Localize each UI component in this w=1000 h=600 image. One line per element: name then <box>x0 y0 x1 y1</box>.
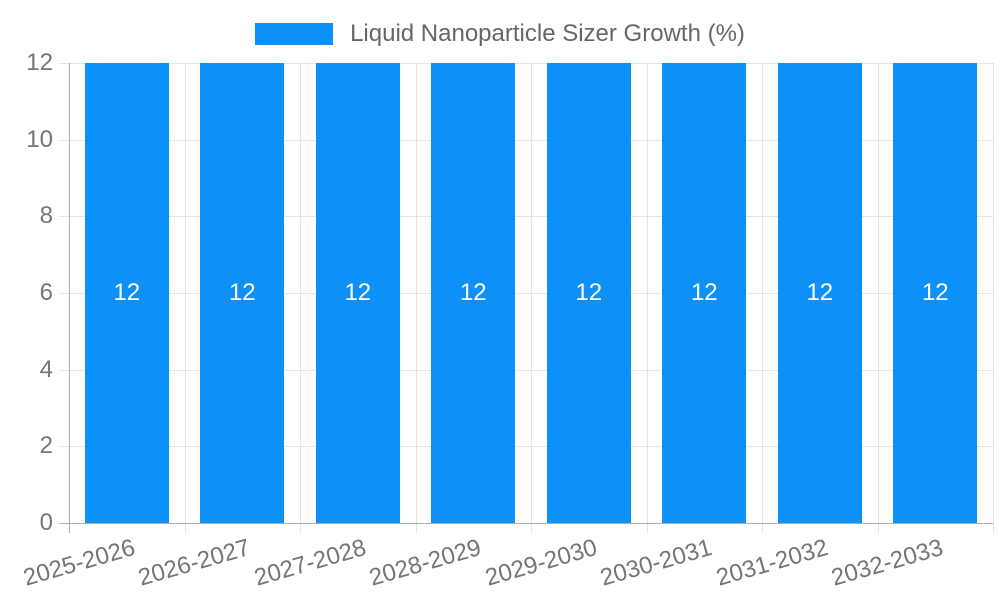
gridline-horizontal <box>59 216 993 217</box>
gridline-horizontal <box>59 63 993 64</box>
bar-value-label: 12 <box>690 279 718 306</box>
gridline-vertical <box>300 63 301 533</box>
bar-value-label: 12 <box>344 279 372 306</box>
gridline-horizontal <box>59 293 993 294</box>
gridline-vertical <box>878 63 879 533</box>
bar-value-label: 12 <box>921 279 949 306</box>
bar[interactable] <box>315 63 400 523</box>
bar-value-label: 12 <box>113 279 141 306</box>
gridline-vertical <box>647 63 648 533</box>
bar-value-label: 12 <box>228 279 256 306</box>
gridline-horizontal <box>59 370 993 371</box>
bar-value-label: 12 <box>459 279 487 306</box>
bar[interactable] <box>662 63 747 523</box>
legend-swatch <box>255 23 334 45</box>
y-tick-label: 10 <box>26 126 53 153</box>
bar-value-label: 12 <box>806 279 834 306</box>
gridline-vertical <box>185 63 186 533</box>
y-tick-label: 2 <box>39 432 53 459</box>
y-tick-label: 12 <box>26 49 53 76</box>
legend-label: Liquid Nanoparticle Sizer Growth (%) <box>350 20 745 47</box>
gridline-vertical <box>993 63 994 533</box>
y-tick-label: 4 <box>39 356 53 383</box>
y-tick-label: 6 <box>39 279 53 306</box>
legend-item[interactable]: Liquid Nanoparticle Sizer Growth (%) <box>255 20 745 48</box>
gridline-horizontal <box>59 446 993 447</box>
x-axis-line <box>59 523 993 524</box>
bar-value-label: 12 <box>575 279 603 306</box>
gridline-vertical <box>762 63 763 533</box>
bar[interactable] <box>893 63 978 523</box>
gridline-horizontal <box>59 140 993 141</box>
legend: Liquid Nanoparticle Sizer Growth (%) <box>0 20 1000 48</box>
bar[interactable] <box>200 63 285 523</box>
bar[interactable] <box>84 63 169 523</box>
gridline-vertical <box>416 63 417 533</box>
bar[interactable] <box>546 63 631 523</box>
bar[interactable] <box>777 63 862 523</box>
bar[interactable] <box>431 63 516 523</box>
y-axis-line <box>69 63 70 533</box>
gridline-vertical <box>531 63 532 533</box>
y-tick-label: 8 <box>39 202 53 229</box>
y-tick-label: 0 <box>39 509 53 536</box>
